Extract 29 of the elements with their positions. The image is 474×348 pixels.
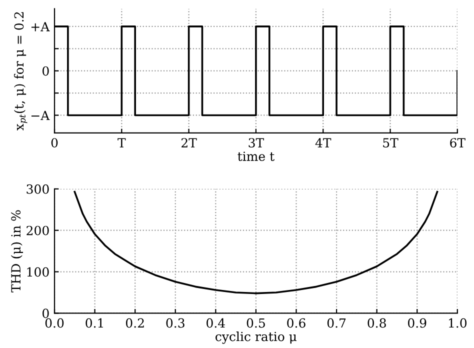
y-tick-label: 300	[26, 184, 49, 194]
text: +A	[31, 22, 50, 32]
x-tick-label: 0.6	[287, 318, 306, 328]
x-tick-label: 0.8	[368, 318, 386, 328]
x-tick-label: 0.5	[246, 318, 265, 328]
x-tick-label: 0.1	[86, 318, 103, 328]
x-tick-label: 2T	[182, 138, 197, 148]
y-tick-label: 200	[26, 226, 49, 236]
y-axis-title: x$_{pt}$(t, μ) for μ = 0.2	[14, 12, 28, 131]
x-tick-label: 3T	[248, 138, 264, 148]
line-series	[74, 190, 438, 294]
y-axis-title: THD (μ) in %	[10, 210, 24, 292]
x-tick-label: 0	[51, 138, 58, 148]
x-tick-label: 6T	[450, 138, 466, 148]
x-tick-label: 0.7	[327, 318, 346, 328]
text: −A	[31, 110, 50, 120]
x-tick-label: 0.3	[166, 318, 184, 328]
x-tick-label: T	[118, 138, 126, 148]
x-tick-label: 5T	[383, 138, 398, 148]
x-tick-label: 1.0	[448, 318, 467, 328]
x-tick-label: 0.4	[206, 318, 225, 328]
x-axis-title: time t	[238, 152, 274, 162]
x-axis-title: cyclic ratio μ	[216, 332, 297, 344]
x-tick-label: 0.9	[408, 318, 426, 328]
y-tick-label: 100	[27, 267, 49, 277]
x-tick-label: 0.0	[45, 318, 64, 328]
x-tick-label: 4T	[315, 138, 332, 148]
y-tick-label: 0	[42, 308, 49, 318]
x-tick-label: 0.2	[126, 318, 144, 328]
